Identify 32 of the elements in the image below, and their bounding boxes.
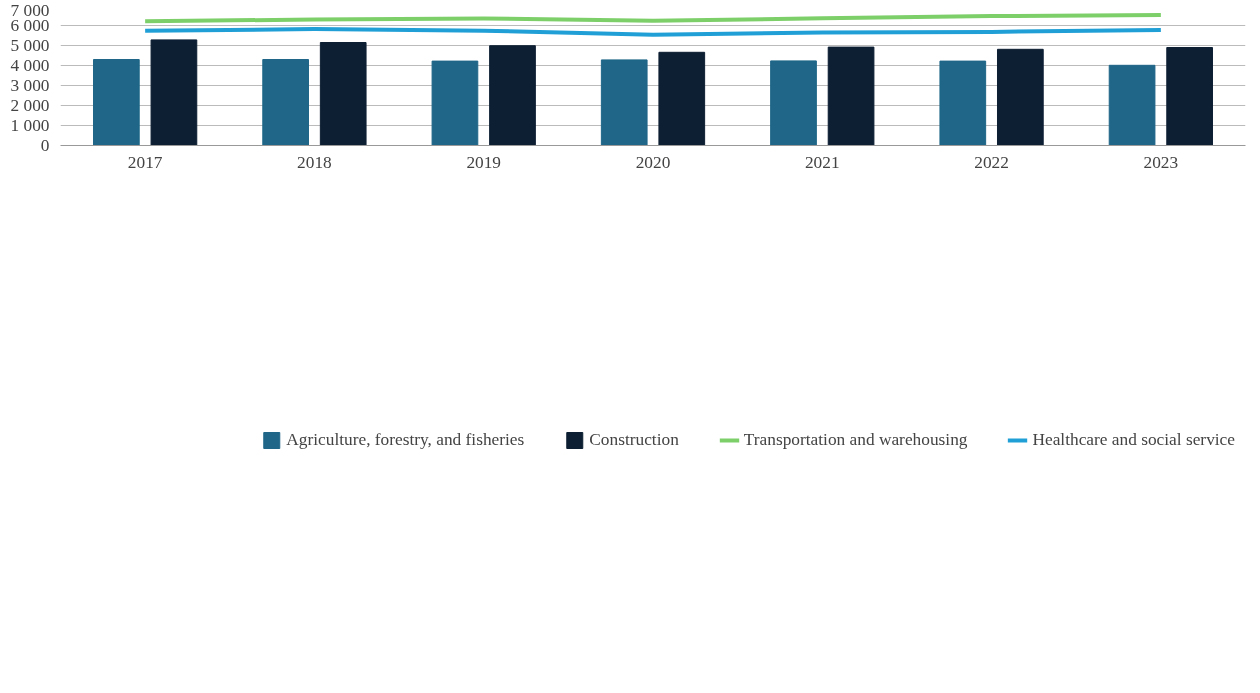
- y-tick-label: 4 000: [10, 56, 50, 75]
- bar: [939, 60, 987, 146]
- x-tick-label: 2019: [466, 152, 502, 172]
- x-tick-label: 2021: [804, 152, 840, 172]
- line-series: [143, 13, 1163, 24]
- x-tick-label: 2023: [1143, 152, 1179, 172]
- legend-label: Agriculture, forestry, and fisheries: [286, 430, 525, 450]
- bar: [997, 48, 1044, 146]
- bar: [827, 46, 875, 146]
- bar: [658, 51, 706, 146]
- bar: [1166, 47, 1213, 146]
- bar: [1108, 64, 1156, 146]
- bar: [431, 60, 479, 146]
- bar: [262, 59, 309, 146]
- y-tick-label: 0: [40, 136, 50, 155]
- bar: [150, 39, 198, 146]
- bar: [319, 42, 367, 146]
- legend-label: Construction: [589, 430, 679, 450]
- bar: [93, 59, 140, 146]
- y-tick-label: 2 000: [10, 96, 50, 115]
- x-tick-label: 2022: [974, 152, 1009, 172]
- y-tick-label: 1 000: [10, 116, 50, 135]
- y-tick-label: 5 000: [10, 36, 50, 55]
- bar: [770, 60, 817, 146]
- x-tick-label: 2017: [127, 152, 163, 172]
- x-tick-label: 2020: [635, 152, 671, 172]
- bar: [600, 59, 648, 146]
- y-tick-label: 3 000: [10, 76, 50, 95]
- legend-label: Healthcare and social service: [1032, 430, 1235, 450]
- x-tick-label: 2018: [297, 152, 332, 172]
- bar: [489, 45, 536, 146]
- legend-label: Transportation and warehousing: [743, 430, 968, 450]
